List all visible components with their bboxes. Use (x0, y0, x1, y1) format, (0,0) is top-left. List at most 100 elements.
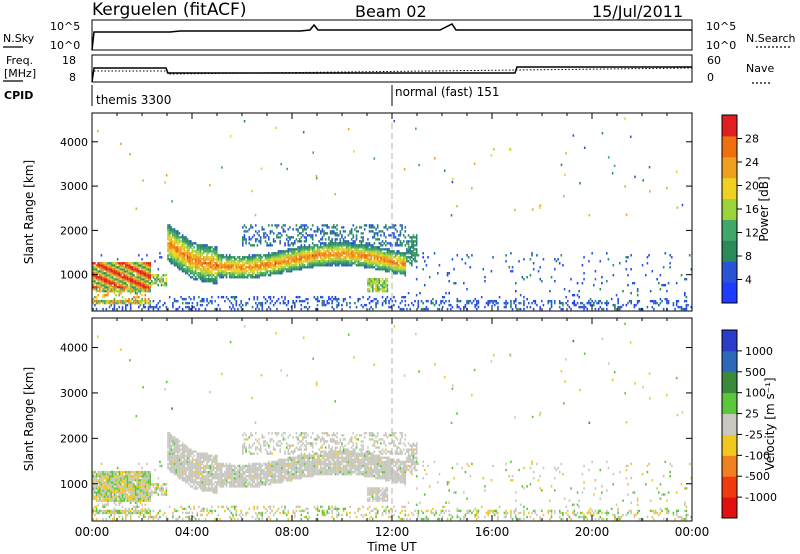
velocity-cell (141, 491, 143, 494)
power-cell (201, 254, 203, 257)
power-cell (144, 293, 147, 297)
velocity-cell (129, 493, 132, 496)
velocity-cell (141, 507, 143, 511)
power-cell (116, 301, 119, 305)
velocity-cell (188, 505, 190, 509)
power-cell (250, 258, 252, 261)
velocity-cell (203, 487, 205, 490)
power-cell (268, 238, 270, 241)
power-cell (289, 254, 291, 257)
velocity-cell (181, 444, 184, 447)
velocity-cell (107, 470, 109, 474)
power-cell (378, 262, 381, 265)
velocity-cell (207, 511, 210, 515)
power-cell (113, 282, 116, 285)
power-cell (162, 283, 164, 287)
power-cell (149, 289, 151, 293)
power-cell (240, 270, 242, 273)
power-cell (578, 305, 580, 309)
power-cell (347, 234, 350, 237)
power-cell (383, 280, 385, 283)
power-cell (393, 262, 395, 265)
power-cell (216, 276, 218, 279)
velocity-cell (105, 487, 108, 490)
velocity-cell (206, 452, 208, 455)
power-cell (168, 238, 171, 241)
power-cell (248, 242, 251, 245)
power-cell (188, 305, 190, 309)
velocity-cell (185, 468, 187, 472)
power-cell (108, 280, 111, 283)
power-cell (112, 307, 114, 311)
power-cell (285, 260, 288, 263)
power-cell (136, 266, 138, 269)
velocity-cell (167, 462, 169, 466)
power-cell (240, 258, 242, 261)
velocity-cell (95, 505, 98, 509)
velocity-cell (165, 483, 168, 486)
power-cell (274, 301, 277, 305)
power-cell (290, 270, 293, 273)
power-cell (214, 254, 216, 257)
power-cell (224, 266, 226, 269)
power-cell (204, 270, 207, 273)
velocity-cell (201, 477, 203, 480)
power-cell (573, 301, 576, 305)
power-cell (170, 232, 173, 235)
power-cell (292, 264, 294, 267)
velocity-cell (103, 472, 106, 476)
power-cell (99, 264, 101, 267)
velocity-cell (120, 489, 122, 492)
velocity-cell (138, 462, 140, 466)
power-cell (357, 258, 359, 261)
power-cell (147, 307, 150, 311)
power-cell (568, 289, 571, 293)
power-cell (235, 266, 238, 269)
power-cell (311, 254, 314, 257)
power-cell (394, 268, 397, 271)
power-cell (347, 256, 350, 259)
power-cell (642, 179, 644, 182)
power-cell (381, 230, 384, 233)
velocity-cell (207, 472, 210, 476)
power-cell (550, 276, 553, 279)
power-cell (276, 270, 278, 273)
power-cell (305, 252, 307, 255)
power-cell (168, 232, 171, 235)
power-cell (233, 274, 236, 277)
power-cell (118, 266, 121, 269)
power-cell (246, 276, 249, 279)
power-cell (201, 270, 203, 273)
velocity-cell (185, 479, 187, 482)
power-cell (219, 266, 221, 269)
power-cell (172, 256, 174, 259)
velocity-cell (168, 468, 171, 472)
power-cell (415, 127, 417, 130)
power-cell (320, 260, 322, 263)
velocity-cell (138, 499, 140, 502)
power-cell (375, 301, 377, 305)
power-cell (199, 256, 202, 259)
power-cell (336, 242, 338, 245)
power-cell (237, 266, 239, 269)
velocity-cell (188, 458, 190, 462)
power-cell (287, 258, 290, 261)
power-cell (316, 307, 319, 311)
velocity-cell (172, 458, 174, 462)
velocity-cell (102, 505, 104, 509)
power-cell (329, 230, 332, 233)
velocity-cell (194, 474, 197, 478)
power-cell (632, 282, 634, 285)
power-cell (467, 256, 470, 259)
power-cell (389, 250, 392, 253)
power-colorbar-tick-label: 20 (745, 180, 759, 193)
power-colorbar-segment (722, 282, 737, 304)
power-cell (233, 307, 236, 311)
power-cell (313, 256, 316, 259)
power-cell (261, 268, 264, 271)
velocity-cell (139, 501, 142, 504)
power-cell (333, 246, 335, 249)
velocity-cell (209, 470, 212, 474)
power-cell (209, 246, 212, 249)
power-cell (108, 285, 111, 289)
